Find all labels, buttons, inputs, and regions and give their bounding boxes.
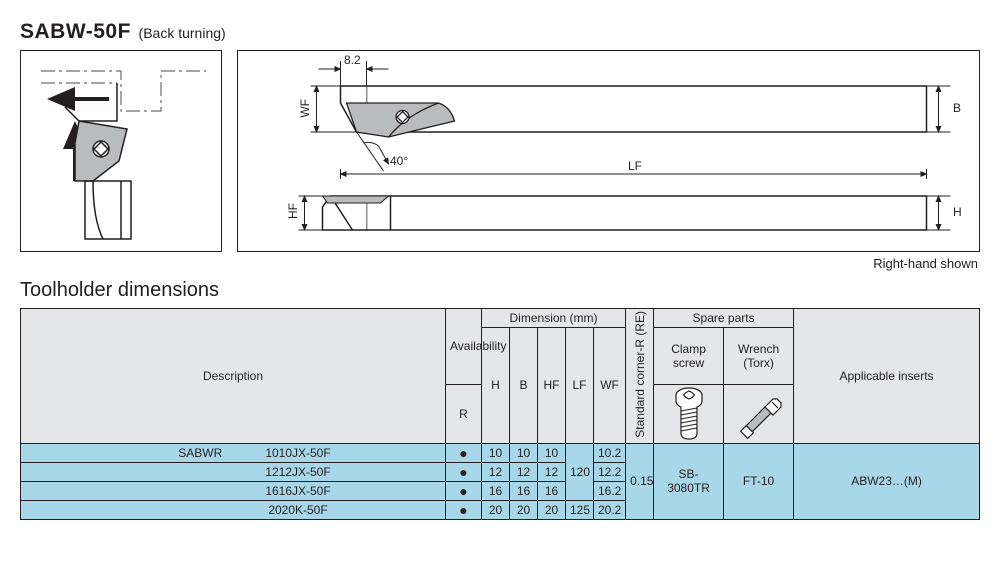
th-dimension-group: Dimension (mm) bbox=[482, 309, 626, 328]
wrench-icon bbox=[724, 384, 794, 443]
th-dim-wf: WF bbox=[594, 328, 626, 444]
dim-8p2: 8.2 bbox=[344, 53, 361, 67]
page-title-row: SABW-50F (Back turning) bbox=[20, 20, 980, 44]
diagram-left bbox=[20, 50, 222, 252]
th-dim-lf: LF bbox=[566, 328, 594, 444]
th-corner-r: Standard corner-R (RE) bbox=[626, 309, 654, 444]
right-hand-note: Right-hand shown bbox=[20, 256, 978, 271]
th-dim-b: B bbox=[510, 328, 538, 444]
th-inserts: Applicable inserts bbox=[794, 309, 980, 444]
th-clamp: Clamp screw bbox=[654, 328, 724, 385]
diagram-right: 8.2 WF 40° B LF HF H bbox=[237, 50, 980, 252]
dim-h: H bbox=[953, 205, 962, 219]
th-description: Description bbox=[21, 309, 446, 444]
dim-hf: HF bbox=[286, 203, 300, 219]
table-row: SABWR1010JX-50F ● 101010 120 10.2 0.15 S… bbox=[21, 443, 980, 462]
th-dim-hf: HF bbox=[538, 328, 566, 444]
section-title: Toolholder dimensions bbox=[20, 279, 980, 302]
toolholder-table: Description Availability Dimension (mm) … bbox=[20, 308, 980, 520]
dim-lf: LF bbox=[628, 159, 642, 173]
th-avail-r: R bbox=[446, 384, 482, 443]
clamp-screw-icon bbox=[654, 384, 724, 443]
dim-angle: 40° bbox=[390, 154, 408, 168]
th-availability: Availability bbox=[446, 309, 482, 385]
th-spare-group: Spare parts bbox=[654, 309, 794, 328]
dim-b: B bbox=[953, 101, 961, 115]
title-sub: (Back turning) bbox=[139, 25, 226, 41]
title-main: SABW-50F bbox=[20, 20, 131, 43]
diagram-panels: 8.2 WF 40° B LF HF H bbox=[20, 50, 980, 252]
th-wrench: Wrench (Torx) bbox=[724, 328, 794, 385]
dim-wf: WF bbox=[298, 99, 312, 118]
